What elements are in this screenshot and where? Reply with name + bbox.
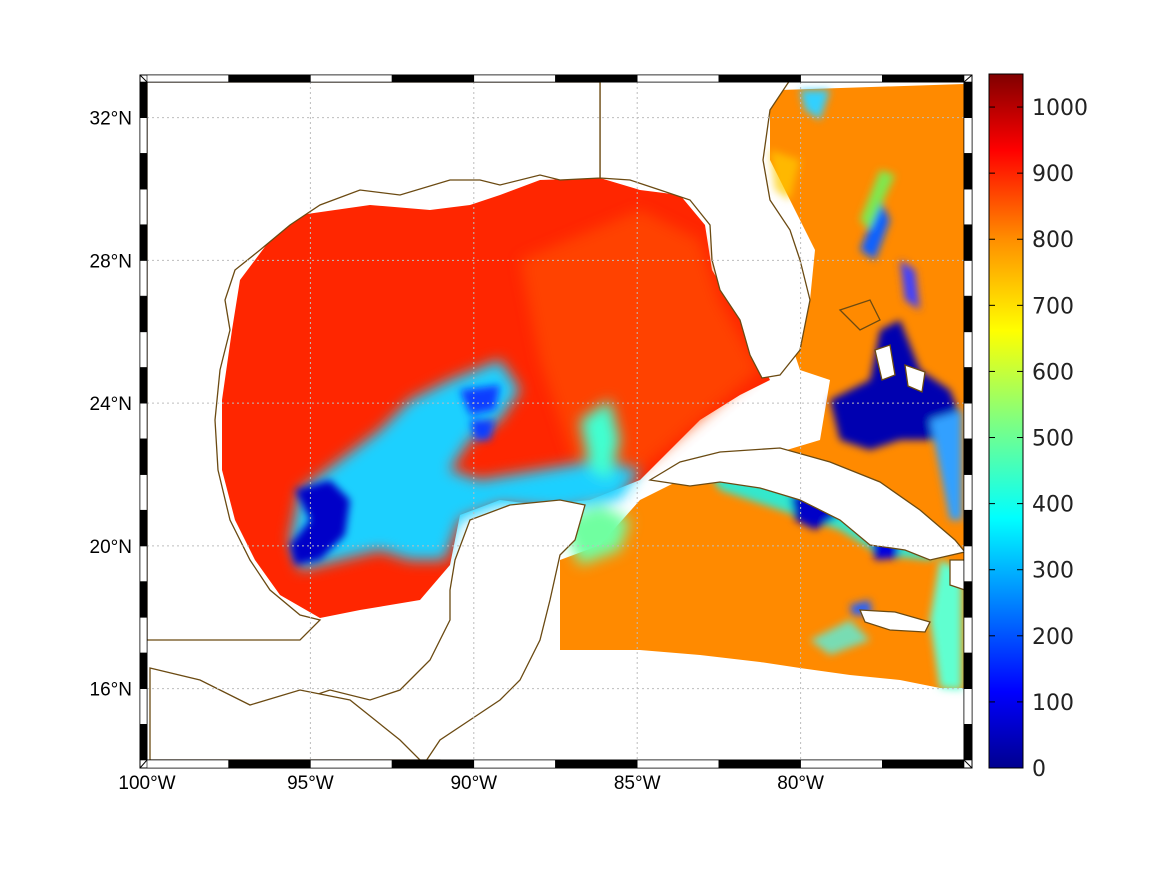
lon-tick-label: 80°W <box>777 773 824 794</box>
colorbar-tick-label: 700 <box>1032 294 1074 319</box>
lat-tick-label: 16°N <box>90 680 132 701</box>
colorbar-tick-label: 900 <box>1032 162 1074 187</box>
colorbar-tick-label: 300 <box>1032 559 1074 584</box>
yucatan-land <box>299 499 586 760</box>
lat-tick-label: 20°N <box>90 537 132 558</box>
colorbar-gradient <box>988 73 1024 769</box>
florida-land <box>599 82 811 379</box>
lon-tick-label: 95°W <box>287 773 334 794</box>
graticule <box>147 82 964 760</box>
colorbar-tick-label: 0 <box>1032 757 1046 782</box>
eastern-gulf <box>520 210 760 480</box>
colorbar: 0 100 200 300 400 500 600 700 800 900 1000 <box>988 73 1088 782</box>
lat-tick-label: 32°N <box>90 109 132 130</box>
bahamas-low <box>830 320 962 450</box>
colorbar-tick-label: 1000 <box>1032 96 1088 121</box>
map-frame <box>139 74 973 769</box>
longitude-labels: 100°W 95°W 90°W 85°W 80°W <box>118 773 824 794</box>
campeche-low <box>290 480 350 565</box>
cuba-land <box>648 447 964 561</box>
land <box>147 82 964 760</box>
lat-tick-label: 24°N <box>90 394 132 415</box>
colorbar-tick-label: 800 <box>1032 228 1074 253</box>
colorbar-tick-label: 200 <box>1032 625 1074 650</box>
lon-tick-label: 100°W <box>118 773 175 794</box>
colorbar-tick-label: 400 <box>1032 493 1074 518</box>
lat-tick-label: 28°N <box>90 251 132 272</box>
lon-tick-label: 90°W <box>450 773 497 794</box>
latitude-labels: 16°N 20°N 24°N 28°N 32°N <box>90 109 132 701</box>
north-america-land <box>147 82 601 641</box>
colorbar-tick-label: 500 <box>1032 427 1074 452</box>
lon-tick-label: 85°W <box>614 773 661 794</box>
colorbar-tick-label: 600 <box>1032 360 1074 385</box>
colorbar-tick-label: 100 <box>1032 691 1074 716</box>
